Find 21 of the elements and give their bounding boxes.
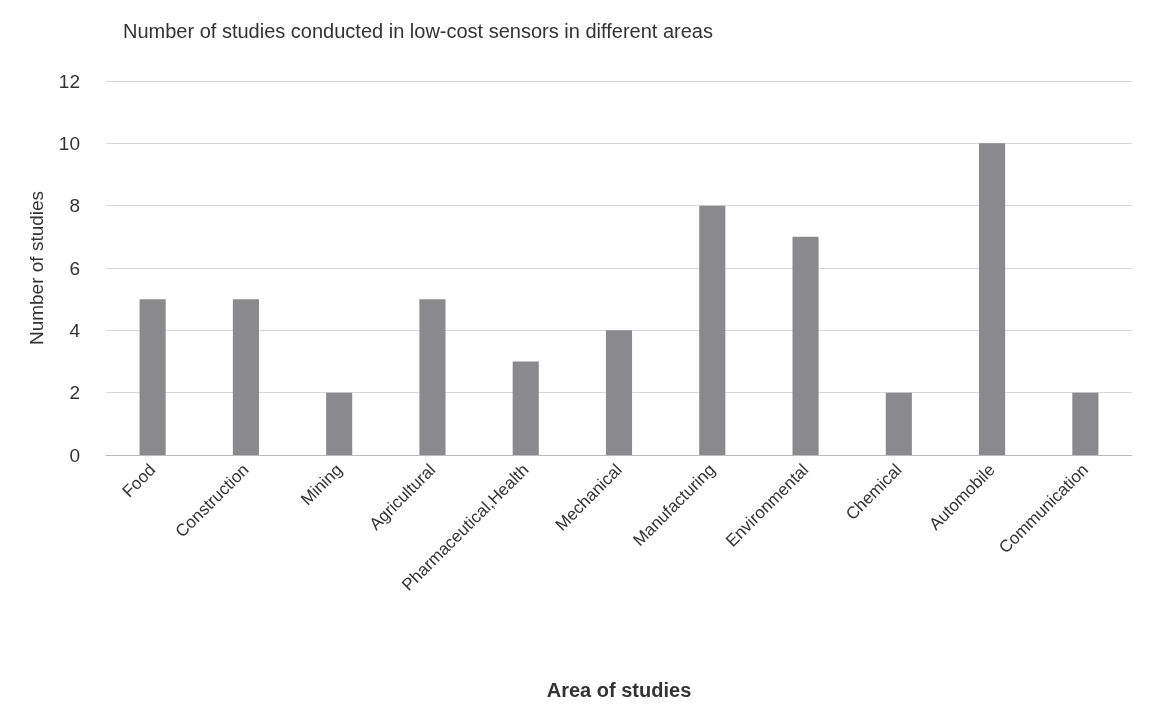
bar (139, 299, 166, 455)
bar (979, 143, 1006, 455)
bar (699, 205, 726, 455)
y-tick-label: 12 (58, 70, 80, 92)
y-tick-label: 8 (69, 195, 80, 217)
x-axis-title: Area of studies (546, 679, 692, 701)
bar (792, 236, 819, 455)
y-axis-title: Number of studies (26, 190, 47, 346)
bar (1072, 392, 1099, 455)
bar (512, 361, 539, 455)
bar (885, 392, 912, 455)
chart-title: Number of studies conducted in low-cost sensors in different areas (123, 20, 713, 42)
y-tick-label: 2 (69, 382, 80, 404)
y-tick-label: 10 (58, 132, 80, 154)
y-tick-label: 6 (69, 257, 80, 279)
bar (605, 330, 633, 455)
bar (419, 299, 446, 455)
y-tick-label: 0 (69, 444, 80, 466)
bar (326, 392, 353, 455)
bar (232, 299, 259, 455)
y-tick-label: 4 (69, 319, 81, 341)
